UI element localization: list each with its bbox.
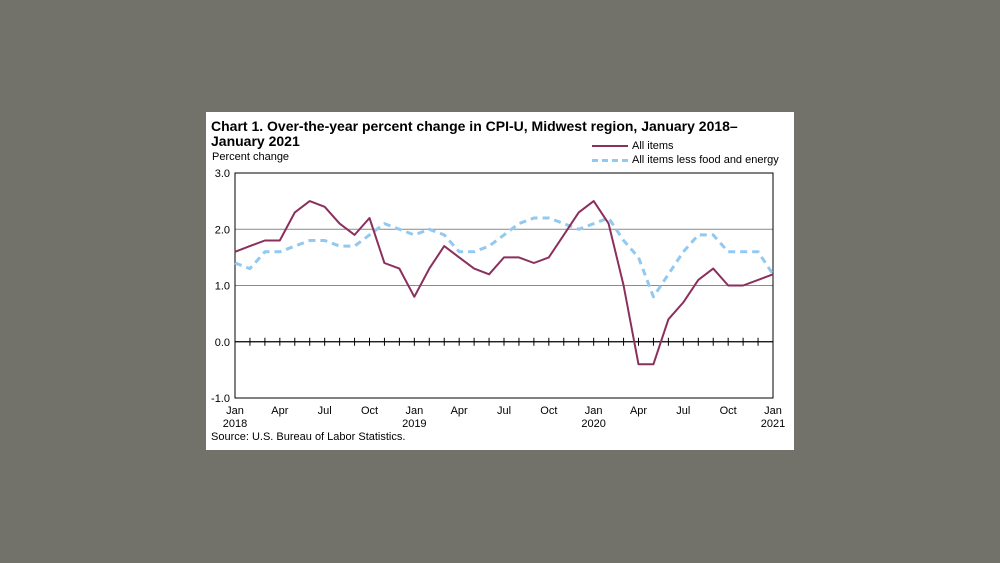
x-tick-label: Oct — [540, 405, 557, 417]
x-tick-label: Jan — [585, 405, 603, 417]
x-tick-label: Oct — [720, 405, 737, 417]
series-line-all-items — [234, 200, 774, 366]
y-axis-label: Percent change — [212, 151, 290, 163]
series-line-core — [234, 216, 775, 299]
x-tick-label: Oct — [361, 405, 378, 417]
x-tick-year-label: 2021 — [761, 418, 785, 430]
legend-swatch-core — [592, 158, 628, 162]
source-note: Source: U.S. Bureau of Labor Statistics. — [211, 431, 406, 443]
x-tick-label: Jul — [497, 405, 511, 417]
y-tick-label: -1.0 — [211, 393, 230, 405]
chart-title: Chart 1. Over-the-year percent change in… — [211, 118, 738, 149]
y-tick-label: 1.0 — [215, 281, 230, 293]
x-tick-year-label: 2018 — [223, 418, 247, 430]
legend-label-all-items: All items — [632, 140, 674, 152]
legend-label-core: All items less food and energy — [632, 154, 779, 166]
x-tick-label: Apr — [271, 405, 288, 417]
y-tick-label: 0.0 — [215, 337, 230, 349]
x-tick-year-label: 2020 — [581, 418, 605, 430]
x-tick-label: Jul — [676, 405, 690, 417]
x-tick-year-label: 2019 — [402, 418, 426, 430]
x-tick-label: Jul — [318, 405, 332, 417]
x-tick-label: Jan — [764, 405, 782, 417]
y-tick-label: 2.0 — [215, 224, 230, 236]
x-tick-label: Apr — [451, 405, 468, 417]
legend: All items All items less food and energy — [592, 139, 779, 167]
legend-item-core: All items less food and energy — [592, 153, 779, 167]
plot-frame — [234, 172, 774, 399]
x-tick-label: Apr — [630, 405, 647, 417]
legend-swatch-all-items — [592, 145, 628, 147]
x-tick-label: Jan — [405, 405, 423, 417]
legend-item-all-items: All items — [592, 139, 779, 153]
y-tick-label: 3.0 — [215, 168, 230, 180]
x-tick-label: Jan — [226, 405, 244, 417]
chart-panel: Chart 1. Over-the-year percent change in… — [206, 112, 794, 450]
